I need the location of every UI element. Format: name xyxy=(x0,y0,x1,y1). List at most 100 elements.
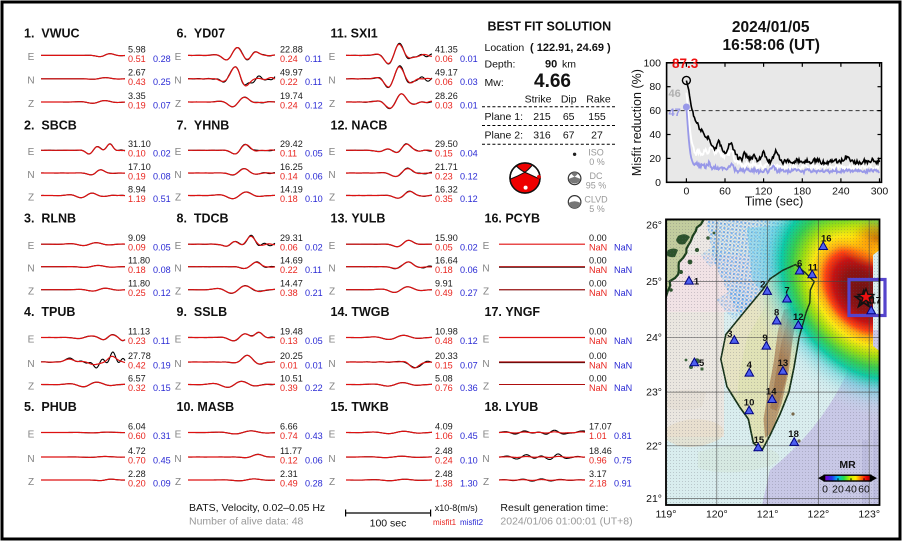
svg-text:Z: Z xyxy=(28,477,34,488)
svg-text:0.01: 0.01 xyxy=(460,54,478,64)
svg-text:E: E xyxy=(483,429,490,440)
svg-text:0.11: 0.11 xyxy=(305,265,322,275)
svg-text:60: 60 xyxy=(649,105,661,117)
svg-text:NaN: NaN xyxy=(589,243,607,253)
svg-text:14.47: 14.47 xyxy=(280,279,303,289)
svg-text:11.77: 11.77 xyxy=(280,446,302,456)
svg-text:10.51: 10.51 xyxy=(280,373,303,383)
svg-text:0.00: 0.00 xyxy=(589,326,607,336)
svg-text:0.19: 0.19 xyxy=(128,171,146,181)
svg-text:7: 7 xyxy=(784,286,789,297)
svg-text:0.05: 0.05 xyxy=(153,243,171,253)
svg-text:65: 65 xyxy=(563,111,575,123)
svg-text:8.94: 8.94 xyxy=(128,184,146,194)
svg-text:0.75: 0.75 xyxy=(614,455,632,465)
svg-text:0.15: 0.15 xyxy=(435,149,453,159)
svg-text:0.13: 0.13 xyxy=(280,336,298,346)
svg-text:21.71: 21.71 xyxy=(435,162,458,172)
svg-text:misfit2: misfit2 xyxy=(460,518,484,527)
svg-text:0.31: 0.31 xyxy=(153,431,171,441)
svg-text:E: E xyxy=(329,334,336,345)
svg-text:0.32: 0.32 xyxy=(128,383,146,393)
svg-text:5 %: 5 % xyxy=(589,204,605,214)
svg-text:11.80: 11.80 xyxy=(128,256,150,266)
svg-text:0.12: 0.12 xyxy=(280,455,298,465)
svg-text:11.13: 11.13 xyxy=(128,326,150,336)
svg-text:0.49: 0.49 xyxy=(280,478,298,488)
svg-text:E: E xyxy=(329,429,336,440)
svg-text:E: E xyxy=(28,241,35,252)
svg-text:0.51: 0.51 xyxy=(128,54,146,64)
svg-text:155: 155 xyxy=(588,111,606,123)
svg-text:0.03: 0.03 xyxy=(435,100,453,110)
svg-text:N: N xyxy=(482,454,489,465)
svg-text:80: 80 xyxy=(649,81,661,93)
svg-text:31.10: 31.10 xyxy=(128,139,151,149)
svg-text:0.25: 0.25 xyxy=(128,288,146,298)
svg-text:18. LYUB: 18. LYUB xyxy=(485,400,539,414)
svg-text:E: E xyxy=(28,429,35,440)
svg-text:N: N xyxy=(174,170,181,181)
svg-text:180: 180 xyxy=(794,186,812,198)
svg-text:N: N xyxy=(174,454,181,465)
svg-text:17.07: 17.07 xyxy=(589,421,612,431)
svg-text:0.12: 0.12 xyxy=(305,100,323,110)
svg-text:0.42: 0.42 xyxy=(128,360,146,370)
svg-text:Location: Location xyxy=(485,42,525,54)
svg-text:E: E xyxy=(483,334,490,345)
svg-text:0.00: 0.00 xyxy=(589,373,607,383)
svg-text:Z: Z xyxy=(329,477,335,488)
svg-text:Z: Z xyxy=(329,99,335,110)
svg-text:16: 16 xyxy=(821,233,832,244)
svg-text:2.31: 2.31 xyxy=(280,469,298,479)
svg-text:0 %: 0 % xyxy=(589,157,605,167)
svg-text:2.28: 2.28 xyxy=(128,469,146,479)
svg-text:6.57: 6.57 xyxy=(128,373,146,383)
svg-text:21°: 21° xyxy=(646,493,662,505)
svg-text:0.06: 0.06 xyxy=(460,265,478,275)
svg-text:N: N xyxy=(328,359,335,370)
svg-text:0.38: 0.38 xyxy=(280,288,298,298)
svg-text:0.20: 0.20 xyxy=(128,478,146,488)
svg-text:6.66: 6.66 xyxy=(280,421,298,431)
svg-text:27.78: 27.78 xyxy=(128,351,151,361)
svg-text:BEST FIT SOLUTION: BEST FIT SOLUTION xyxy=(488,20,612,34)
svg-text:NaN: NaN xyxy=(614,243,632,253)
svg-text:1.30: 1.30 xyxy=(460,478,478,488)
svg-text:Result generation time:: Result generation time: xyxy=(500,502,608,514)
svg-text:120: 120 xyxy=(755,186,773,198)
svg-text:NaN: NaN xyxy=(589,288,607,298)
svg-text:( 122.91, 24.69 ): ( 122.91, 24.69 ) xyxy=(530,42,611,54)
svg-text:14. TWGB: 14. TWGB xyxy=(331,305,390,319)
svg-text:60: 60 xyxy=(858,484,870,496)
svg-text:12: 12 xyxy=(793,312,804,323)
svg-text:3.17: 3.17 xyxy=(589,469,607,479)
svg-text:Mw:: Mw: xyxy=(485,77,504,89)
svg-text:E: E xyxy=(329,147,336,158)
svg-text:1.38: 1.38 xyxy=(435,478,453,488)
svg-text:10.98: 10.98 xyxy=(435,326,458,336)
svg-text:22.88: 22.88 xyxy=(280,44,303,54)
svg-text:ISO: ISO xyxy=(588,148,604,158)
svg-text:122°: 122° xyxy=(808,509,830,521)
svg-text:0: 0 xyxy=(655,177,661,189)
svg-text:0.11: 0.11 xyxy=(305,77,322,87)
svg-text:0.18: 0.18 xyxy=(280,194,298,204)
svg-text:3: 3 xyxy=(727,329,732,340)
svg-text:Z: Z xyxy=(175,381,181,392)
svg-text:0.18: 0.18 xyxy=(435,265,453,275)
svg-text:300: 300 xyxy=(871,186,889,198)
svg-text:NaN: NaN xyxy=(589,383,607,393)
svg-text:0.22: 0.22 xyxy=(280,265,298,275)
svg-text:0.24: 0.24 xyxy=(280,100,298,110)
svg-text:Rake: Rake xyxy=(586,94,611,106)
svg-text:6: 6 xyxy=(797,258,802,269)
svg-text:2024/01/05: 2024/01/05 xyxy=(732,19,810,36)
svg-text:Z: Z xyxy=(329,381,335,392)
svg-text:47: 47 xyxy=(669,107,681,119)
svg-text:23°: 23° xyxy=(646,387,662,399)
svg-text:0.06: 0.06 xyxy=(305,171,323,181)
svg-text:1. VWUC: 1. VWUC xyxy=(24,26,80,40)
svg-text:0.12: 0.12 xyxy=(153,288,171,298)
svg-text:15. TWKB: 15. TWKB xyxy=(331,400,389,414)
